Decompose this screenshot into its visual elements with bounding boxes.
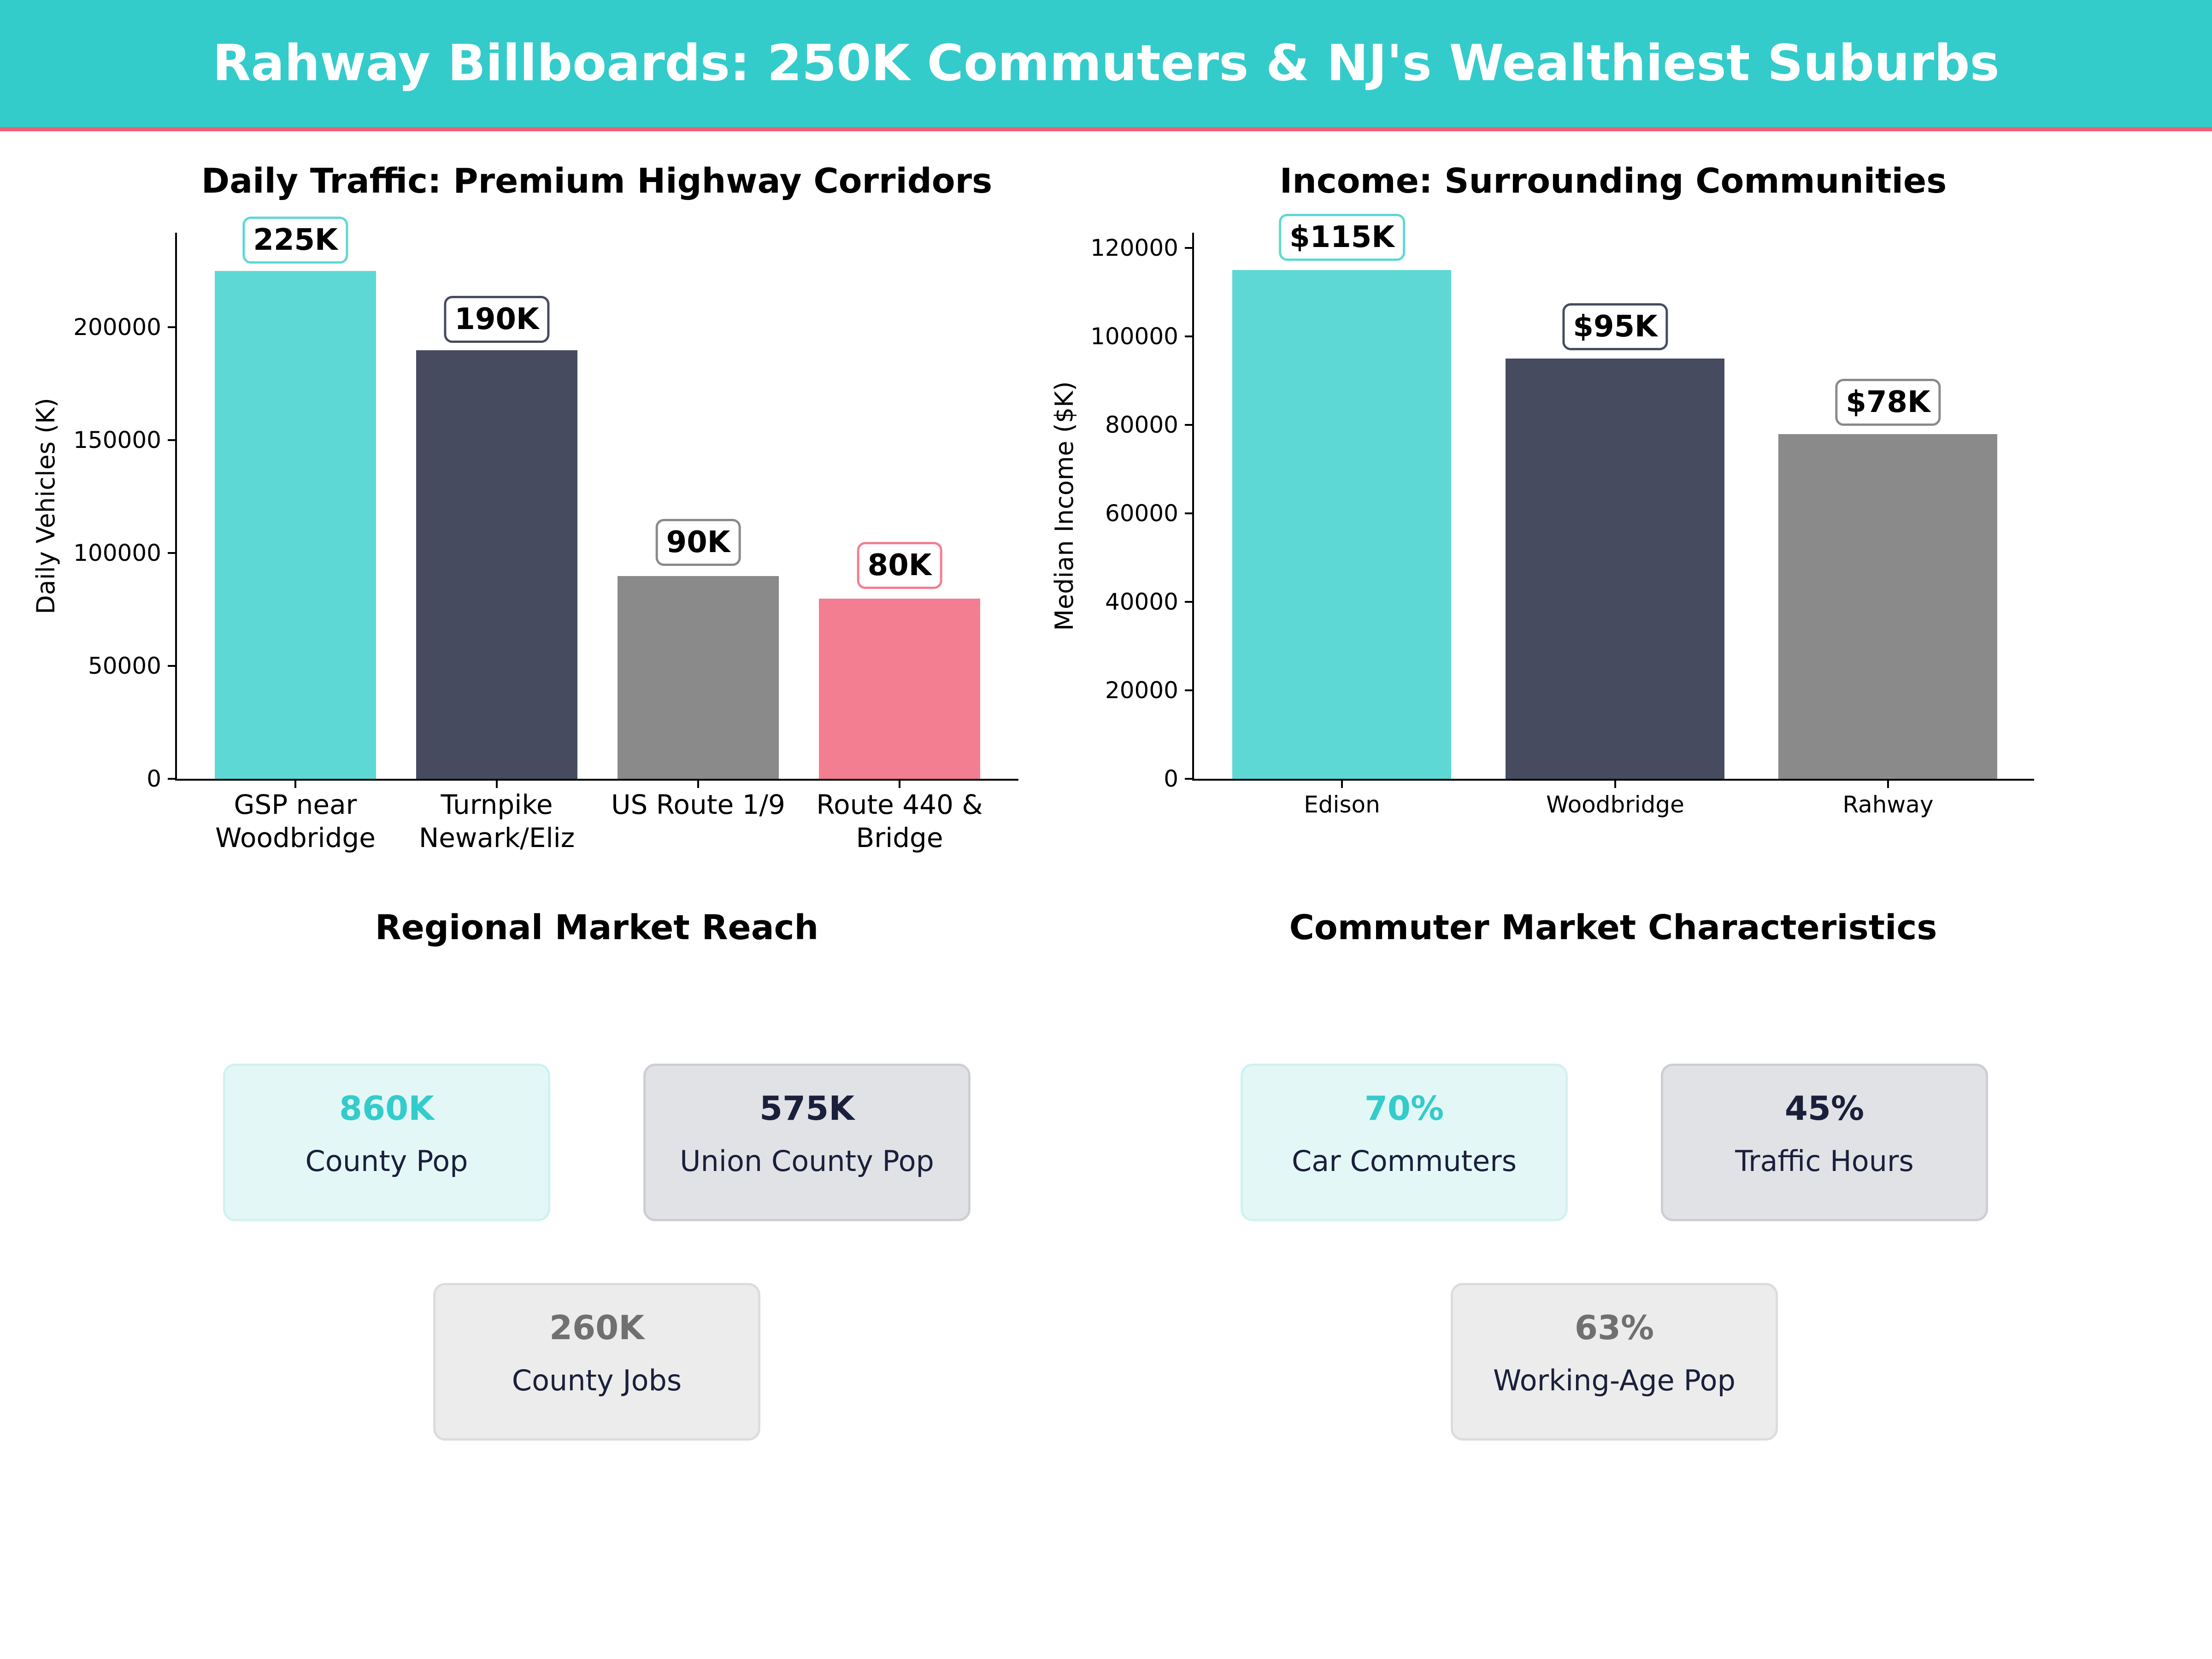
stat-label: County Pop [305, 1144, 468, 1178]
y-tick-label: 80000 [1105, 412, 1178, 438]
x-tick-label: Woodbridge [1546, 791, 1684, 818]
x-tick-label-line: GSP near [234, 789, 357, 820]
income-x-axis [1192, 779, 2034, 781]
income-y-axis [1192, 233, 1194, 781]
traffic-chart-ylabel: Daily Vehicles (K) [31, 398, 60, 614]
x-tick-label: Rahway [1842, 791, 1934, 818]
income-bar-woodbridge [1506, 359, 1724, 779]
y-tick [1185, 778, 1193, 780]
y-tick-label: 60000 [1105, 500, 1178, 527]
y-tick-label: 120000 [1090, 235, 1178, 261]
stat-label: County Jobs [512, 1364, 682, 1397]
x-tick-label-line: US Route 1/9 [611, 789, 785, 820]
y-tick [1185, 601, 1193, 603]
y-tick [1185, 689, 1193, 691]
x-tick-label: Route 440 & Bridge [794, 788, 1006, 854]
stat-card-traffic-hours: 45% Traffic Hours [1661, 1064, 1988, 1221]
traffic-value-label: 225K [242, 217, 348, 264]
traffic-chart-title: Daily Traffic: Premium Highway Corridors [201, 161, 993, 201]
y-tick [1185, 247, 1193, 249]
y-tick-label: 200000 [73, 314, 161, 341]
income-chart-title: Income: Surrounding Communities [1279, 161, 1947, 201]
header-accent-line [0, 127, 2212, 131]
stat-card-county-jobs: 260K County Jobs [433, 1283, 760, 1441]
traffic-x-axis [175, 779, 1018, 781]
x-tick-label-line: Bridge [856, 822, 943, 853]
x-tick-label-line: Route 440 & [816, 789, 983, 820]
stat-label: Traffic Hours [1735, 1144, 1914, 1178]
y-tick-label: 0 [1164, 765, 1178, 792]
stat-value: 260K [549, 1308, 645, 1347]
income-value-label: $115K [1279, 214, 1405, 261]
stat-label: Union County Pop [680, 1144, 934, 1178]
traffic-bar-turnpike [416, 350, 577, 779]
y-tick [168, 552, 176, 554]
traffic-y-axis [175, 233, 177, 781]
stat-label: Working-Age Pop [1493, 1364, 1735, 1397]
stat-value: 63% [1574, 1308, 1654, 1347]
x-tick [496, 780, 498, 788]
income-bar-rahway [1778, 434, 1997, 779]
y-tick [168, 439, 176, 441]
stat-card-working-age-pop: 63% Working-Age Pop [1451, 1283, 1778, 1441]
x-tick [1887, 780, 1889, 788]
traffic-value-label: 90K [655, 519, 741, 566]
traffic-value-label: 80K [857, 542, 942, 589]
x-tick [697, 780, 699, 788]
y-tick [1185, 335, 1193, 337]
y-tick [168, 326, 176, 328]
x-tick-label: GSP near Woodbridge [189, 788, 401, 854]
x-tick-label-line: Woodbridge [215, 822, 376, 853]
x-tick [294, 780, 296, 788]
stat-value: 575K [759, 1089, 855, 1128]
stat-value: 860K [339, 1089, 435, 1128]
commuter-title: Commuter Market Characteristics [1289, 908, 1937, 947]
stat-label: Car Commuters [1291, 1144, 1517, 1178]
stat-value: 70% [1364, 1089, 1444, 1128]
stat-card-union-county-pop: 575K Union County Pop [643, 1064, 971, 1221]
x-tick [1341, 780, 1343, 788]
traffic-bar-gsp [215, 271, 376, 779]
traffic-bar-route440 [819, 599, 980, 779]
y-tick-label: 100000 [1090, 323, 1178, 350]
x-tick [899, 780, 900, 788]
y-tick [168, 778, 176, 780]
x-tick-label: US Route 1/9 [592, 788, 804, 821]
market-reach-title: Regional Market Reach [375, 908, 819, 947]
y-tick-label: 0 [147, 765, 161, 792]
income-bar-edison [1232, 270, 1451, 779]
y-tick-label: 100000 [73, 540, 161, 566]
stat-card-car-commuters: 70% Car Commuters [1241, 1064, 1568, 1221]
header-banner [0, 0, 2212, 127]
stat-card-county-pop: 860K County Pop [223, 1064, 550, 1221]
income-value-label: $95K [1562, 303, 1668, 350]
y-tick-label: 150000 [73, 427, 161, 453]
y-tick [168, 665, 176, 667]
page-title: Rahway Billboards: 250K Commuters & NJ's… [212, 35, 2000, 92]
traffic-bar-route19 [618, 576, 779, 779]
y-tick [1185, 512, 1193, 514]
x-tick-label-line: Newark/Eliz [418, 822, 575, 853]
x-tick-label: Turnpike Newark/Eliz [391, 788, 603, 854]
stat-value: 45% [1784, 1089, 1865, 1128]
traffic-value-label: 190K [444, 296, 550, 343]
y-tick-label: 50000 [88, 653, 161, 679]
x-tick-label: Edison [1304, 791, 1380, 818]
y-tick [1185, 424, 1193, 426]
x-tick-label-line: Turnpike [441, 789, 553, 820]
income-value-label: $78K [1835, 379, 1941, 426]
y-tick-label: 20000 [1105, 677, 1178, 704]
y-tick-label: 40000 [1105, 588, 1178, 615]
x-tick [1614, 780, 1616, 788]
